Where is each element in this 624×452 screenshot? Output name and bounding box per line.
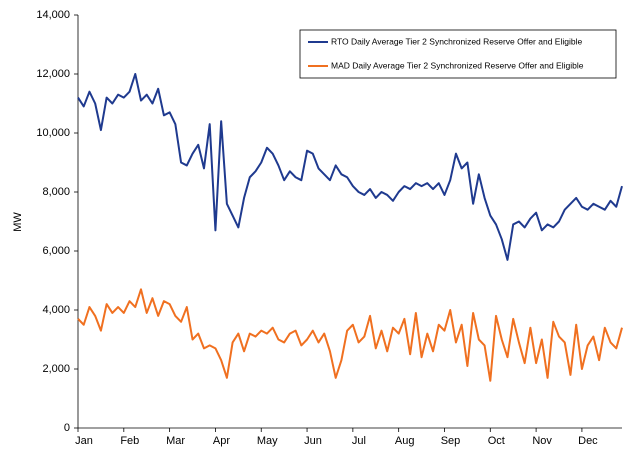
y-tick-label: 2,000 bbox=[42, 363, 70, 375]
legend-label: RTO Daily Average Tier 2 Synchronized Re… bbox=[331, 36, 582, 46]
x-tick-label: Jan bbox=[75, 435, 93, 447]
x-tick-label: Sep bbox=[441, 435, 461, 447]
series-line bbox=[77, 288, 623, 382]
x-tick-label: Apr bbox=[213, 435, 230, 447]
y-tick-label: 14,000 bbox=[36, 9, 70, 21]
x-tick-label: Oct bbox=[488, 435, 505, 447]
y-tick-label: 0 bbox=[64, 422, 70, 434]
y-tick-label: 12,000 bbox=[36, 68, 70, 80]
y-tick-label: 10,000 bbox=[36, 127, 70, 139]
legend-box bbox=[299, 29, 617, 79]
x-tick-label: Nov bbox=[532, 435, 552, 447]
y-tick-label: 6,000 bbox=[42, 245, 70, 257]
x-tick-label: Jul bbox=[352, 435, 366, 447]
y-axis-label: MW bbox=[12, 212, 24, 232]
x-tick-label: Dec bbox=[578, 435, 598, 447]
x-tick-label: Feb bbox=[120, 435, 139, 447]
x-tick-label: Mar bbox=[166, 435, 185, 447]
x-tick-label: Jun bbox=[304, 435, 322, 447]
y-tick-label: 4,000 bbox=[42, 304, 70, 316]
series-line bbox=[77, 73, 623, 261]
legend-label: MAD Daily Average Tier 2 Synchronized Re… bbox=[331, 60, 584, 70]
x-tick-label: May bbox=[257, 435, 278, 447]
y-tick-label: 8,000 bbox=[42, 186, 70, 198]
x-tick-label: Aug bbox=[395, 435, 415, 447]
